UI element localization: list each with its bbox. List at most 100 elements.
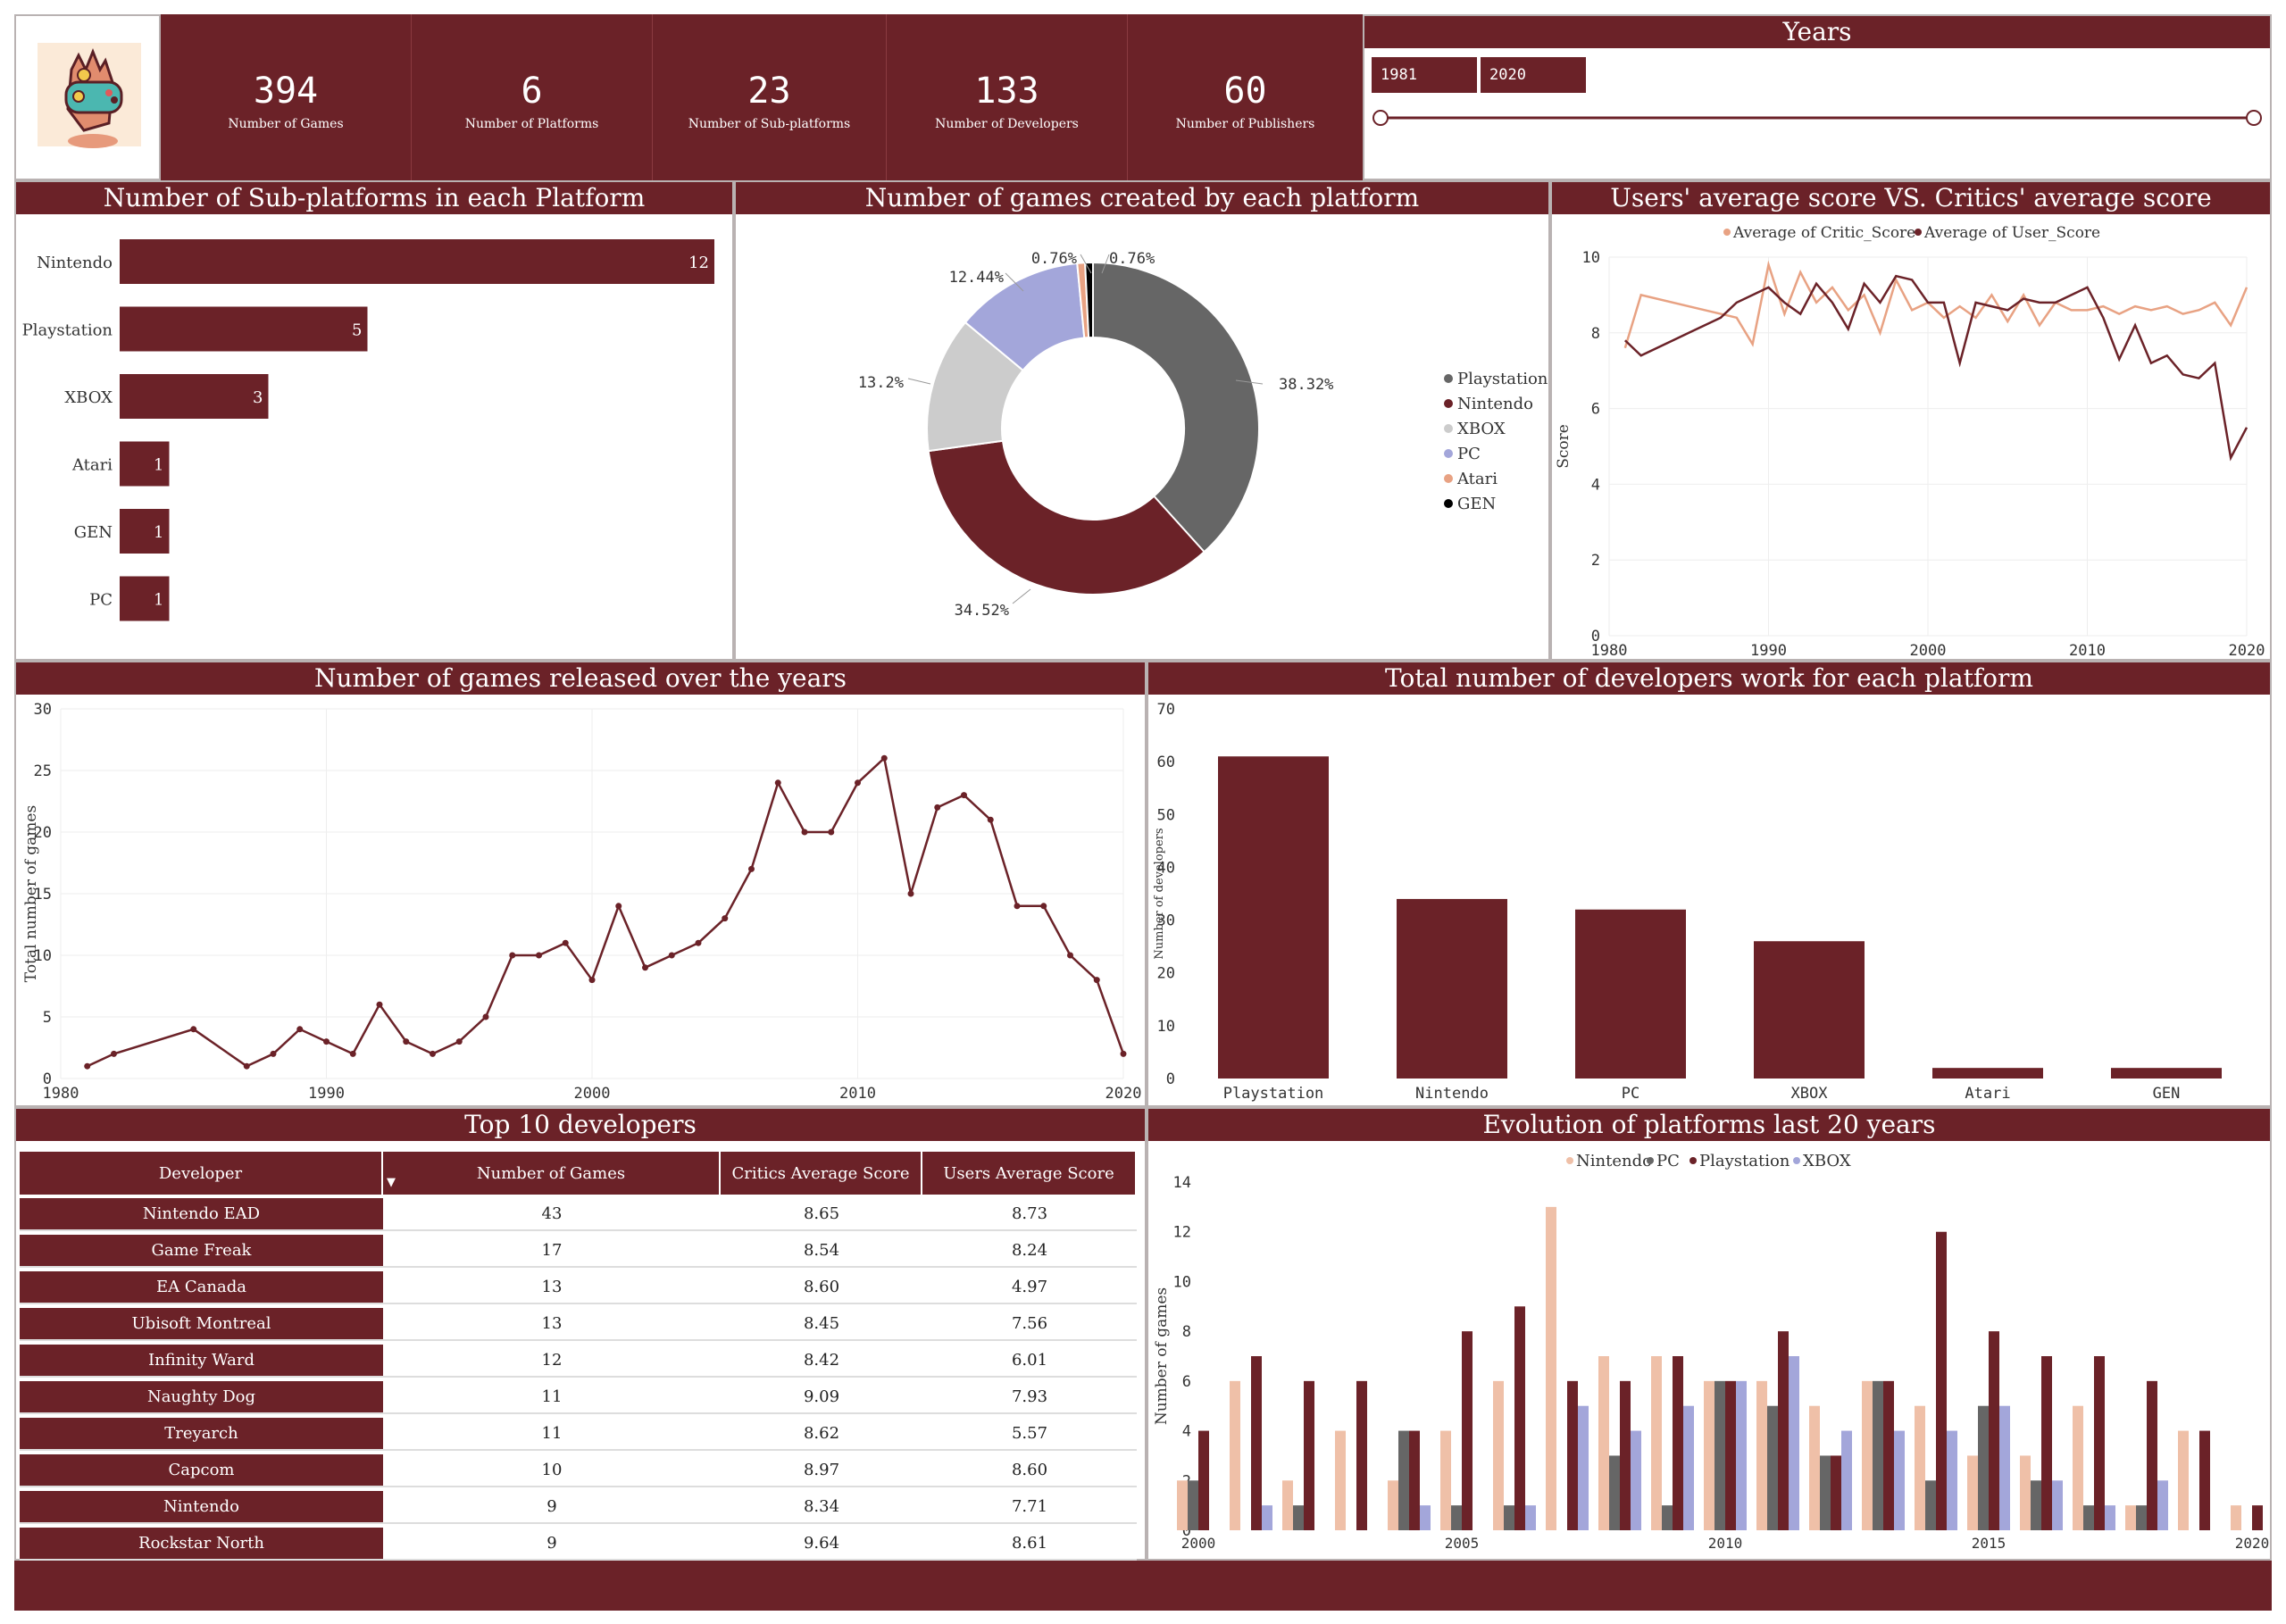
critics-cell: 9.64 [721,1528,922,1561]
y-tick-label: 14 [1173,1174,1191,1192]
kpi-label: Number of Games [228,117,344,131]
chart-title: Evolution of platforms last 20 years [1148,1109,2270,1141]
header-users-average-score[interactable]: Users Average Score [922,1152,1137,1195]
critics-cell: 8.65 [721,1198,922,1231]
year-from-input[interactable]: 1981 [1372,57,1477,93]
x-tick-label: 2010 [2069,642,2106,659]
bar [1704,1380,1714,1530]
category-label: Atari [71,456,113,475]
y-axis-label: Score [1555,424,1573,469]
bar [1388,1480,1398,1530]
table-row[interactable]: Nintendo 9 8.34 7.71 [20,1491,1137,1524]
developer-cell: Capcom [20,1454,383,1487]
users-cell: 7.56 [922,1308,1137,1341]
users-cell: 6.01 [922,1345,1137,1378]
data-point [270,1050,277,1057]
series-line [87,755,1125,1068]
bar [120,306,368,352]
table-row[interactable]: Game Freak 17 8.54 8.24 [20,1235,1137,1268]
kpi-label: Number of Developers [935,117,1079,131]
bar [1978,1405,1989,1530]
year-to-input[interactable]: 2020 [1481,57,1586,93]
slider-handle-start[interactable] [1372,110,1389,126]
bar [1673,1356,1683,1530]
data-point [588,977,596,984]
year-range-slider[interactable] [1364,102,2270,137]
data-point [1067,952,1073,959]
table-row[interactable]: Nintendo EAD 43 8.65 8.73 [20,1198,1137,1231]
bar [1620,1380,1631,1530]
category-label: GEN [74,523,113,542]
legend-marker [1444,399,1453,408]
data-point [1120,1050,1127,1057]
bar [1936,1231,1947,1530]
critics-cell: 8.62 [721,1418,922,1451]
x-tick-label: 1990 [1750,642,1787,659]
games-cell: 10 [383,1454,721,1487]
y-tick-label: 0 [1591,628,1600,645]
category-label: Nintendo [1415,1085,1489,1103]
bar [1989,1331,1999,1530]
legend-label: Playstation [1457,370,1548,388]
users-cell: 8.73 [922,1198,1137,1231]
header-number-of-games[interactable]: ▼ Number of Games [383,1152,721,1195]
bar [1451,1505,1462,1530]
table-row[interactable]: Rockstar North 9 9.64 8.61 [20,1528,1137,1561]
y-tick-label: 60 [1157,754,1175,771]
critics-cell: 8.34 [721,1491,922,1524]
logo-panel [14,14,161,180]
pie-slice [927,439,1206,595]
table-row[interactable]: Treyarch 11 8.62 5.57 [20,1418,1137,1451]
leader-line [1080,254,1092,274]
legend-label: Playstation [1699,1152,1790,1170]
leader-line [1101,254,1110,274]
y-tick-label: 6 [1182,1373,1191,1391]
x-tick-label: 2000 [1910,642,1947,659]
legend-label: Nintendo [1576,1152,1652,1170]
bar [2041,1356,2052,1530]
y-tick-label: 0 [1182,1522,1191,1540]
bar [1894,1430,1905,1530]
evolution-grouped-bar-chart: 02468101214Number of games20002005201020… [1153,1152,2269,1552]
table-row[interactable]: EA Canada 13 8.60 4.97 [20,1271,1137,1304]
x-tick-label: 2000 [574,1085,611,1103]
users-cell: 8.24 [922,1235,1137,1268]
bar [120,509,170,554]
kpi-value: 60 [1223,71,1267,112]
y-tick-label: 2 [1591,552,1600,570]
leader-line [1235,379,1264,385]
y-tick-label: 25 [34,762,52,780]
games-cell: 9 [383,1491,721,1524]
bar [2031,1480,2041,1530]
table-row[interactable]: Infinity Ward 12 8.42 6.01 [20,1345,1137,1378]
bar [1609,1455,1620,1530]
developer-cell: Rockstar North [20,1528,383,1561]
header-critics-average-score[interactable]: Critics Average Score [721,1152,922,1195]
kpi-number-of-developers: 133 Number of Developers [886,14,1127,180]
table-row[interactable]: Capcom 10 8.97 8.60 [20,1454,1137,1487]
bar [1883,1380,1894,1530]
header-developer[interactable]: Developer [20,1152,383,1195]
sort-desc-icon[interactable]: ▼ [387,1176,396,1189]
y-tick-label: 8 [1182,1323,1191,1341]
games-cell: 13 [383,1271,721,1304]
bar [1967,1455,1978,1530]
bar [1778,1331,1789,1530]
developers-panel: Total number of developers work for each… [1147,661,2272,1107]
users-cell: 7.93 [922,1381,1137,1414]
critics-cell: 8.54 [721,1235,922,1268]
data-label: 5 [352,321,362,340]
table-row[interactable]: Ubisoft Montreal 13 8.45 7.56 [20,1308,1137,1341]
chart-title: Total number of developers work for each… [1148,662,2270,695]
x-tick-label: 2010 [1708,1535,1743,1552]
data-label: 3 [253,388,263,407]
bar [1546,1206,1556,1530]
table-row[interactable]: Naughty Dog 11 9.09 7.93 [20,1381,1137,1414]
chart-title: Number of games created by each platform [736,182,1548,214]
bar [1862,1380,1873,1530]
developers-bar-chart: 0 10 20 30 40 50 60 70 Number of developers Plays… [1153,701,2222,1103]
slider-handle-end[interactable] [2246,110,2262,126]
chart-title: Users' average score VS. Critics' averag… [1552,182,2270,214]
bar [120,239,714,284]
bar [1947,1430,1957,1530]
